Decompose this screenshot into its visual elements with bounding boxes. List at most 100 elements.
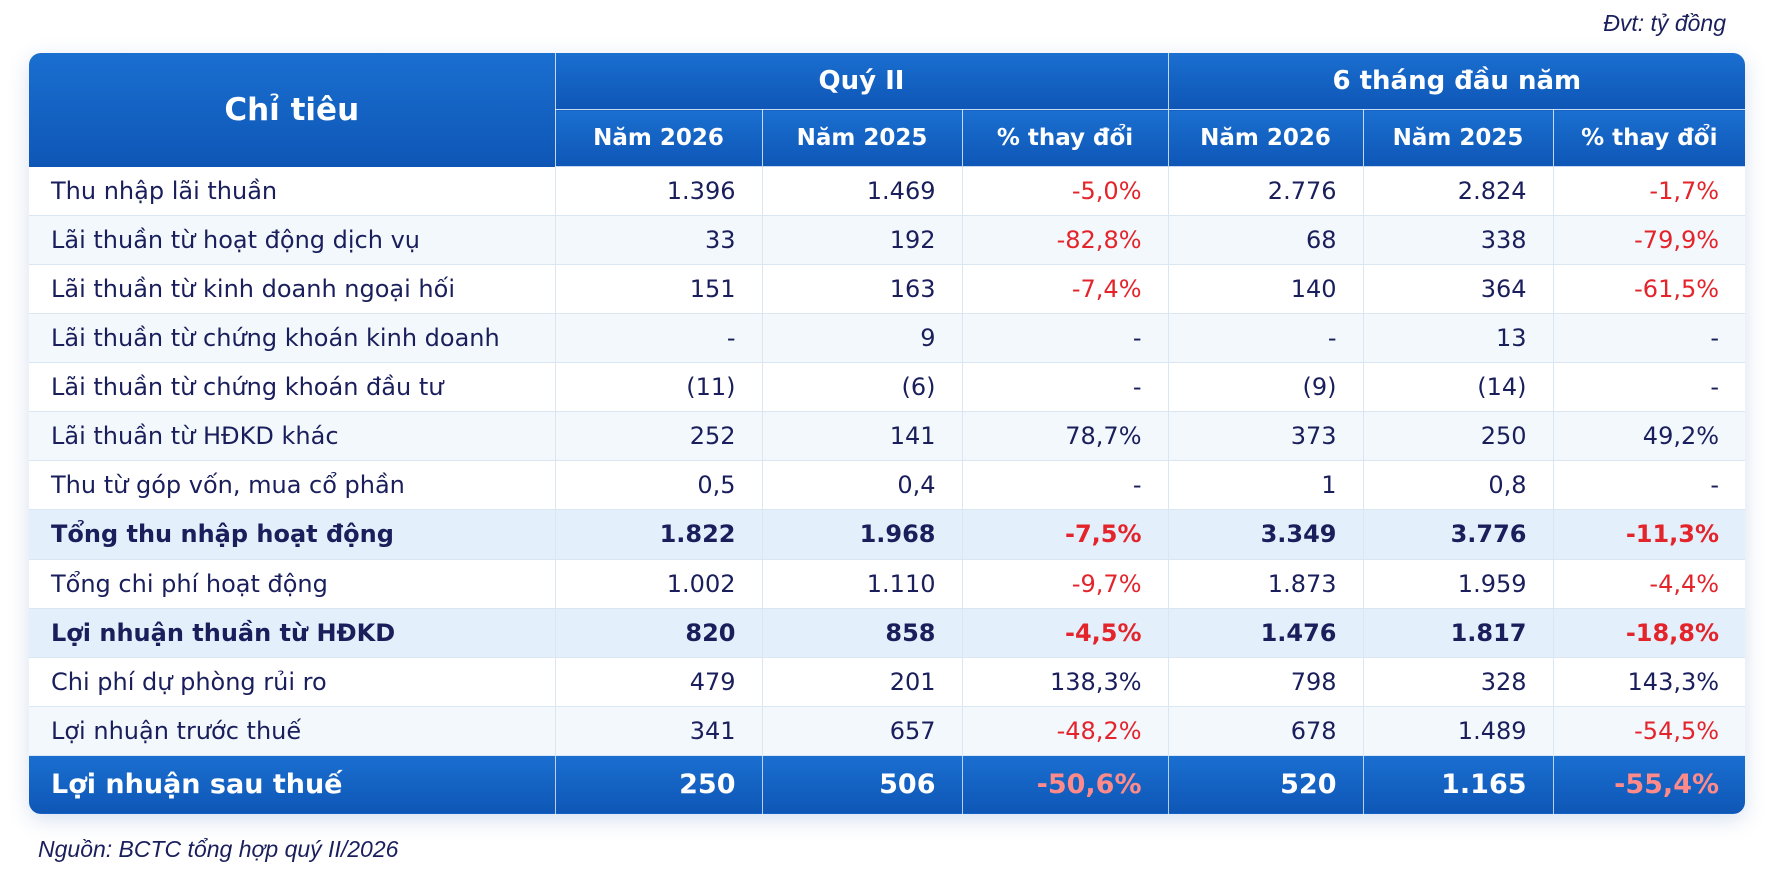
unit-note: Đvt: tỷ đồng (1603, 10, 1726, 36)
row-label: Thu nhập lãi thuần (29, 166, 555, 217)
cell-6m-2026: 68 (1167, 215, 1364, 266)
cell-q2-2025: (6) (761, 362, 962, 413)
cell-q2-2025: 163 (761, 264, 962, 315)
cell-q2-2026: 151 (554, 264, 762, 315)
cell-q2-2026: 820 (554, 608, 762, 658)
table-row: Lãi thuần từ hoạt động dịch vụ 33 192 -8… (29, 215, 1745, 266)
cell-q2-change: - (961, 460, 1169, 511)
cell-q2-2026: 0,5 (554, 460, 762, 511)
cell-q2-change: -4,5% (961, 608, 1169, 658)
cell-6m-2025: 13 (1362, 313, 1554, 364)
source-note: Nguồn: BCTC tổng hợp quý II/2026 (38, 836, 399, 862)
cell-6m-2026: 140 (1167, 264, 1364, 315)
cell-q2-change: -5,0% (961, 166, 1169, 217)
cell-6m-2025: 250 (1362, 411, 1554, 462)
cell-q2-change: -9,7% (961, 559, 1169, 609)
cell-6m-change: -79,9% (1552, 215, 1745, 266)
cell-6m-change: -11,3% (1552, 509, 1745, 560)
row-label: Chi phí dự phòng rủi ro (29, 657, 555, 707)
table-row: Lợi nhuận trước thuế 341 657 -48,2% 678 … (29, 706, 1745, 756)
cell-q2-2026: 341 (554, 706, 762, 756)
cell-q2-2026: - (554, 313, 762, 364)
row-label: Lợi nhuận thuần từ HĐKD (29, 608, 555, 658)
header-group-q2: Quý II (554, 53, 1169, 110)
cell-6m-2025: 338 (1362, 215, 1554, 266)
cell-q2-2025: 141 (761, 411, 962, 462)
cell-q2-change: -7,4% (961, 264, 1169, 315)
row-label: Lợi nhuận trước thuế (29, 706, 555, 756)
cell-q2-2025: 9 (761, 313, 962, 364)
cell-q2-2026: 1.002 (554, 559, 762, 609)
cell-q2-2026: 252 (554, 411, 762, 462)
header-group-6-months: 6 tháng đầu năm (1167, 53, 1745, 110)
cell-6m-change: -1,7% (1552, 166, 1745, 217)
cell-q2-2025: 506 (761, 755, 962, 814)
cell-q2-2026: 1.822 (554, 509, 762, 560)
header-q2-2025: Năm 2025 (761, 109, 962, 167)
cell-6m-2025: 1.489 (1362, 706, 1554, 756)
cell-q2-2026: (11) (554, 362, 762, 413)
cell-q2-change: 78,7% (961, 411, 1169, 462)
cell-6m-2026: (9) (1167, 362, 1364, 413)
cell-6m-2025: 364 (1362, 264, 1554, 315)
cell-q2-2025: 657 (761, 706, 962, 756)
row-label: Lãi thuần từ HĐKD khác (29, 411, 555, 462)
cell-q2-change: 138,3% (961, 657, 1169, 707)
cell-6m-2025: 328 (1362, 657, 1554, 707)
cell-q2-2025: 192 (761, 215, 962, 266)
cell-q2-2026: 250 (554, 755, 762, 814)
cell-q2-2025: 1.110 (761, 559, 962, 609)
cell-6m-2026: 1.873 (1167, 559, 1364, 609)
cell-q2-2025: 0,4 (761, 460, 962, 511)
table-row-subtotal: Lợi nhuận thuần từ HĐKD 820 858 -4,5% 1.… (29, 608, 1745, 658)
row-label: Lãi thuần từ kinh doanh ngoại hối (29, 264, 555, 315)
cell-6m-change: 143,3% (1552, 657, 1745, 707)
cell-6m-2025: 1.165 (1362, 755, 1554, 814)
header-6m-2025: Năm 2025 (1362, 109, 1554, 167)
row-label: Lãi thuần từ chứng khoán đầu tư (29, 362, 555, 413)
cell-6m-change: 49,2% (1552, 411, 1745, 462)
cell-6m-change: - (1552, 460, 1745, 511)
cell-q2-change: -7,5% (961, 509, 1169, 560)
cell-6m-2025: 1.817 (1362, 608, 1554, 658)
cell-6m-change: - (1552, 362, 1745, 413)
table-row: Lãi thuần từ HĐKD khác 252 141 78,7% 373… (29, 411, 1745, 462)
cell-6m-change: -54,5% (1552, 706, 1745, 756)
table-row: Tổng chi phí hoạt động 1.002 1.110 -9,7%… (29, 559, 1745, 609)
cell-6m-change: -61,5% (1552, 264, 1745, 315)
cell-6m-2026: - (1167, 313, 1364, 364)
header-q2-change: % thay đổi (961, 109, 1169, 167)
cell-q2-change: - (961, 313, 1169, 364)
header-6m-2026: Năm 2026 (1167, 109, 1364, 167)
income-statement-table: Chỉ tiêu Quý II 6 tháng đầu năm Năm 2026… (29, 53, 1745, 814)
cell-q2-2025: 858 (761, 608, 962, 658)
cell-q2-2026: 479 (554, 657, 762, 707)
cell-q2-2025: 201 (761, 657, 962, 707)
cell-q2-2026: 33 (554, 215, 762, 266)
cell-q2-change: -82,8% (961, 215, 1169, 266)
table-row-subtotal: Tổng thu nhập hoạt động 1.822 1.968 -7,5… (29, 509, 1745, 560)
cell-q2-2025: 1.968 (761, 509, 962, 560)
cell-q2-change: -50,6% (961, 755, 1169, 814)
cell-6m-2025: 2.824 (1362, 166, 1554, 217)
table-row: Chi phí dự phòng rủi ro 479 201 138,3% 7… (29, 657, 1745, 707)
cell-6m-2026: 3.349 (1167, 509, 1364, 560)
row-label: Lãi thuần từ hoạt động dịch vụ (29, 215, 555, 266)
cell-6m-change: -18,8% (1552, 608, 1745, 658)
row-label: Lãi thuần từ chứng khoán kinh doanh (29, 313, 555, 364)
table-row: Thu từ góp vốn, mua cổ phần 0,5 0,4 - 1 … (29, 460, 1745, 511)
cell-6m-2026: 798 (1167, 657, 1364, 707)
cell-q2-2025: 1.469 (761, 166, 962, 217)
cell-6m-2026: 373 (1167, 411, 1364, 462)
cell-q2-change: -48,2% (961, 706, 1169, 756)
cell-6m-2025: (14) (1362, 362, 1554, 413)
row-label: Tổng chi phí hoạt động (29, 559, 555, 609)
table-row: Lãi thuần từ kinh doanh ngoại hối 151 16… (29, 264, 1745, 315)
row-label: Thu từ góp vốn, mua cổ phần (29, 460, 555, 511)
cell-6m-change: - (1552, 313, 1745, 364)
header-indicator: Chỉ tiêu (29, 53, 555, 167)
cell-6m-change: -4,4% (1552, 559, 1745, 609)
cell-6m-2025: 3.776 (1362, 509, 1554, 560)
table-row: Lãi thuần từ chứng khoán kinh doanh - 9 … (29, 313, 1745, 364)
table-row: Lãi thuần từ chứng khoán đầu tư (11) (6)… (29, 362, 1745, 413)
